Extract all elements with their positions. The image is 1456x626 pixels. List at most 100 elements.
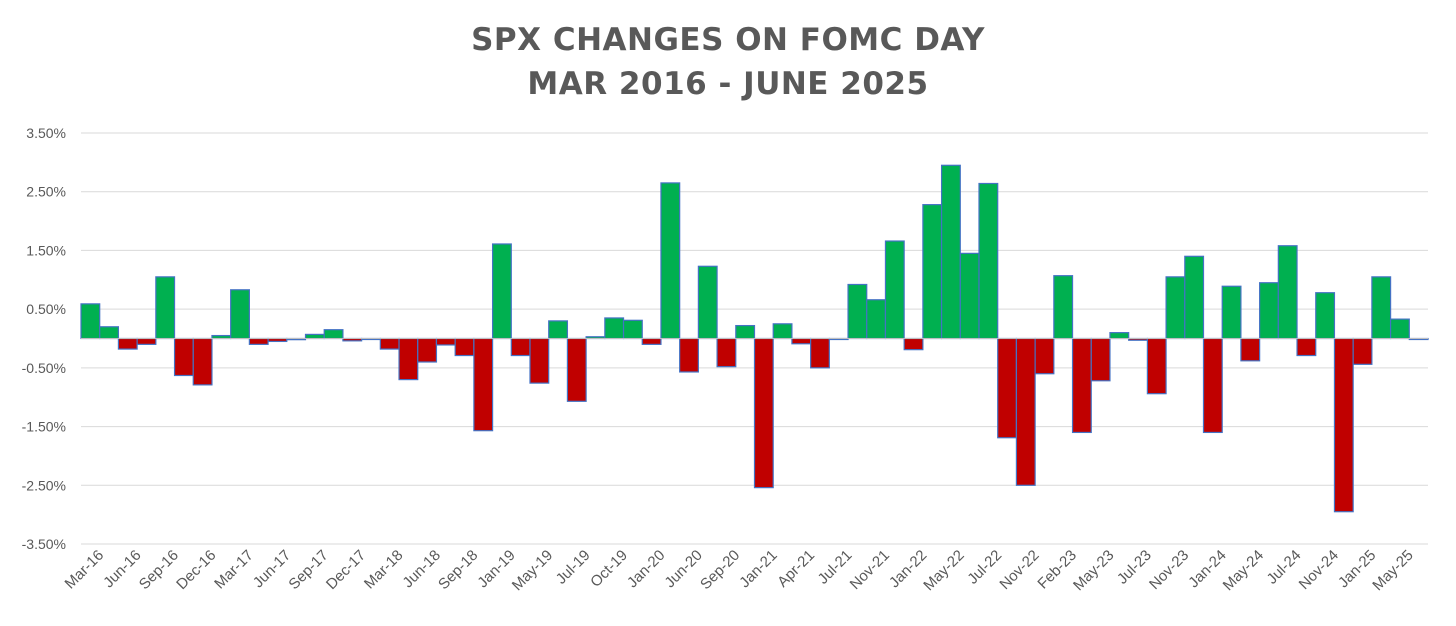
x-tick-label: May-23 xyxy=(1070,547,1117,594)
x-tick-label: Jul-19 xyxy=(553,547,594,588)
y-tick-label: -0.50% xyxy=(22,360,66,376)
bar xyxy=(622,319,643,340)
x-tick-label: Jun-18 xyxy=(399,547,443,591)
bar xyxy=(435,337,456,346)
bar xyxy=(772,323,793,340)
bar xyxy=(641,337,662,345)
bar xyxy=(155,276,176,340)
bar xyxy=(473,337,494,432)
bar xyxy=(922,204,943,340)
bar xyxy=(978,182,999,340)
bar xyxy=(1352,337,1373,365)
bar xyxy=(323,329,344,340)
x-tick-label: Jun-20 xyxy=(661,547,705,591)
bar xyxy=(1202,337,1223,434)
x-tick-label: Jun-17 xyxy=(250,547,294,591)
bar xyxy=(940,164,961,340)
y-tick-label: 0.50% xyxy=(26,301,66,317)
bar xyxy=(866,299,887,340)
x-tick-label: May-25 xyxy=(1369,547,1416,594)
bar xyxy=(1071,337,1092,434)
bar xyxy=(304,333,325,340)
bar xyxy=(192,337,213,386)
x-tick-label: Apr-21 xyxy=(774,547,818,591)
x-tick-label: Sep-17 xyxy=(285,547,331,593)
bar xyxy=(753,337,774,489)
y-tick-label: -2.50% xyxy=(22,477,66,493)
bar xyxy=(716,337,737,368)
bar xyxy=(510,337,531,357)
bar xyxy=(810,337,830,369)
bar xyxy=(1296,337,1317,357)
bar xyxy=(80,303,101,340)
bar xyxy=(735,324,756,340)
x-tick-label: Dec-16 xyxy=(173,547,219,593)
bar xyxy=(1371,276,1392,340)
bar xyxy=(884,240,905,340)
bar xyxy=(136,337,157,345)
x-tick-label: May-24 xyxy=(1220,547,1267,594)
x-tick-label: May-22 xyxy=(920,547,967,594)
bar xyxy=(679,337,699,373)
bar xyxy=(1090,337,1111,382)
bar xyxy=(417,337,438,363)
x-tick-label: Mar-17 xyxy=(211,547,257,593)
bar xyxy=(1034,337,1055,375)
y-tick-label: 3.50% xyxy=(26,125,66,141)
bar xyxy=(379,337,400,350)
bar xyxy=(1165,276,1186,340)
bar xyxy=(1053,275,1074,340)
x-tick-label: Jan-21 xyxy=(736,547,780,591)
bar xyxy=(1259,282,1279,340)
y-tick-label: 1.50% xyxy=(26,242,66,258)
bar xyxy=(1277,245,1298,340)
bar xyxy=(548,320,569,340)
bar xyxy=(1221,285,1242,340)
x-tick-label: Nov-22 xyxy=(996,547,1042,593)
bar xyxy=(117,337,138,350)
bar xyxy=(529,337,550,384)
bar xyxy=(660,182,681,340)
bar xyxy=(903,337,924,351)
bar xyxy=(1109,332,1130,340)
bar xyxy=(959,252,980,340)
bar xyxy=(248,337,269,345)
x-tick-label: Jun-16 xyxy=(100,547,144,591)
x-tick-label: May-19 xyxy=(509,547,556,594)
y-tick-label: -3.50% xyxy=(22,536,66,552)
x-tick-label: Nov-21 xyxy=(847,547,893,593)
bar xyxy=(173,337,194,377)
y-tick-label: -1.50% xyxy=(22,419,66,435)
x-tick-label: Sep-20 xyxy=(697,547,743,593)
bar xyxy=(99,326,120,340)
bar xyxy=(491,243,512,340)
chart-title: SPX CHANGES ON FOMC DAY xyxy=(471,22,985,58)
chart-subtitle: MAR 2016 - JUNE 2025 xyxy=(527,66,929,102)
bar xyxy=(791,337,812,345)
bar xyxy=(230,289,250,340)
x-tick-label: Sep-18 xyxy=(435,547,481,593)
bar xyxy=(454,337,475,357)
x-tick-label: Nov-23 xyxy=(1146,547,1192,593)
x-tick-label: Dec-17 xyxy=(323,547,369,593)
x-tick-label: Oct-19 xyxy=(587,547,631,591)
bar xyxy=(1315,292,1336,340)
bar xyxy=(1389,318,1410,340)
bar xyxy=(1015,337,1036,486)
bar xyxy=(398,337,419,381)
bar xyxy=(566,337,587,402)
bar xyxy=(1333,337,1354,513)
x-tick-label: Jan-20 xyxy=(624,547,668,591)
x-tick-label: Mar-16 xyxy=(62,547,108,593)
x-tick-label: Nov-24 xyxy=(1296,547,1342,593)
bar xyxy=(847,283,868,340)
bar xyxy=(1240,337,1261,362)
y-tick-label: 2.50% xyxy=(26,184,66,200)
bar xyxy=(697,265,718,340)
x-tick-label: Mar-18 xyxy=(361,547,407,593)
bar xyxy=(1184,255,1205,340)
x-tick-label: Sep-16 xyxy=(136,547,182,593)
bar xyxy=(1146,337,1167,395)
